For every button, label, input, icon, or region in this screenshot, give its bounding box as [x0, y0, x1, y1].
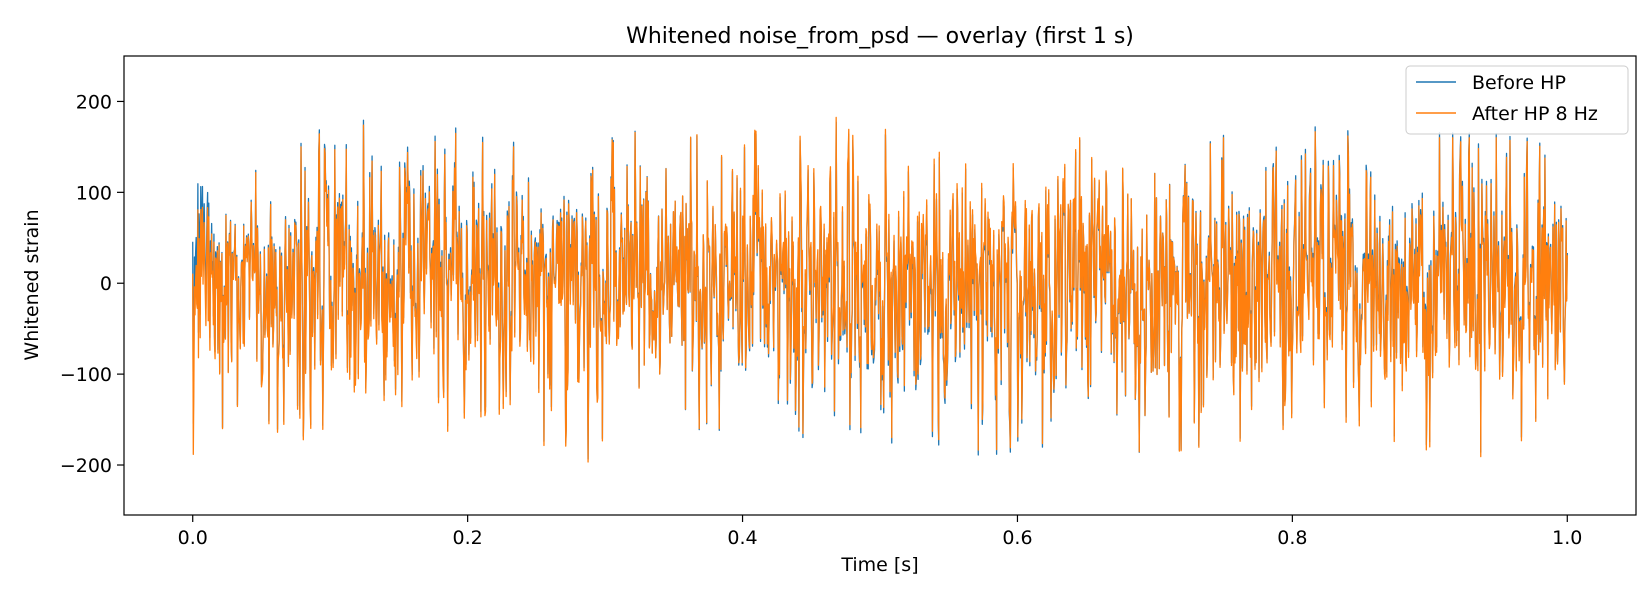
y-tick-label: −200	[60, 455, 112, 477]
y-tick-label: 200	[76, 91, 112, 113]
y-tick-label: 0	[100, 273, 112, 295]
plot-area	[123, 55, 1637, 516]
legend-label-after-hp: After HP 8 Hz	[1472, 103, 1598, 125]
axes-frame	[123, 55, 1637, 516]
y-tick-label: −100	[60, 364, 112, 386]
y-axis-ticks: −200 −100 0 100 200	[60, 91, 124, 477]
chart-title: Whitened noise_from_psd — overlay (first…	[626, 24, 1134, 49]
legend-box	[1405, 65, 1629, 135]
x-axis-ticks: 0.0 0.2 0.4 0.6 0.8 1.0	[178, 515, 1582, 549]
x-tick-label: 1.0	[1552, 527, 1582, 549]
legend-label-before-hp: Before HP	[1472, 72, 1566, 94]
y-axis-label: Whitened strain	[21, 209, 43, 360]
x-tick-label: 0.2	[453, 527, 483, 549]
y-tick-label: 100	[76, 182, 112, 204]
x-tick-label: 0.8	[1277, 527, 1307, 549]
x-tick-label: 0.4	[727, 527, 757, 549]
series-layer	[192, 116, 1568, 463]
x-tick-label: 0.0	[178, 527, 208, 549]
x-tick-label: 0.6	[1002, 527, 1032, 549]
legend: Before HP After HP 8 Hz	[1405, 65, 1629, 135]
series-line-after-hp	[192, 116, 1568, 463]
x-axis-label: Time [s]	[840, 554, 918, 576]
